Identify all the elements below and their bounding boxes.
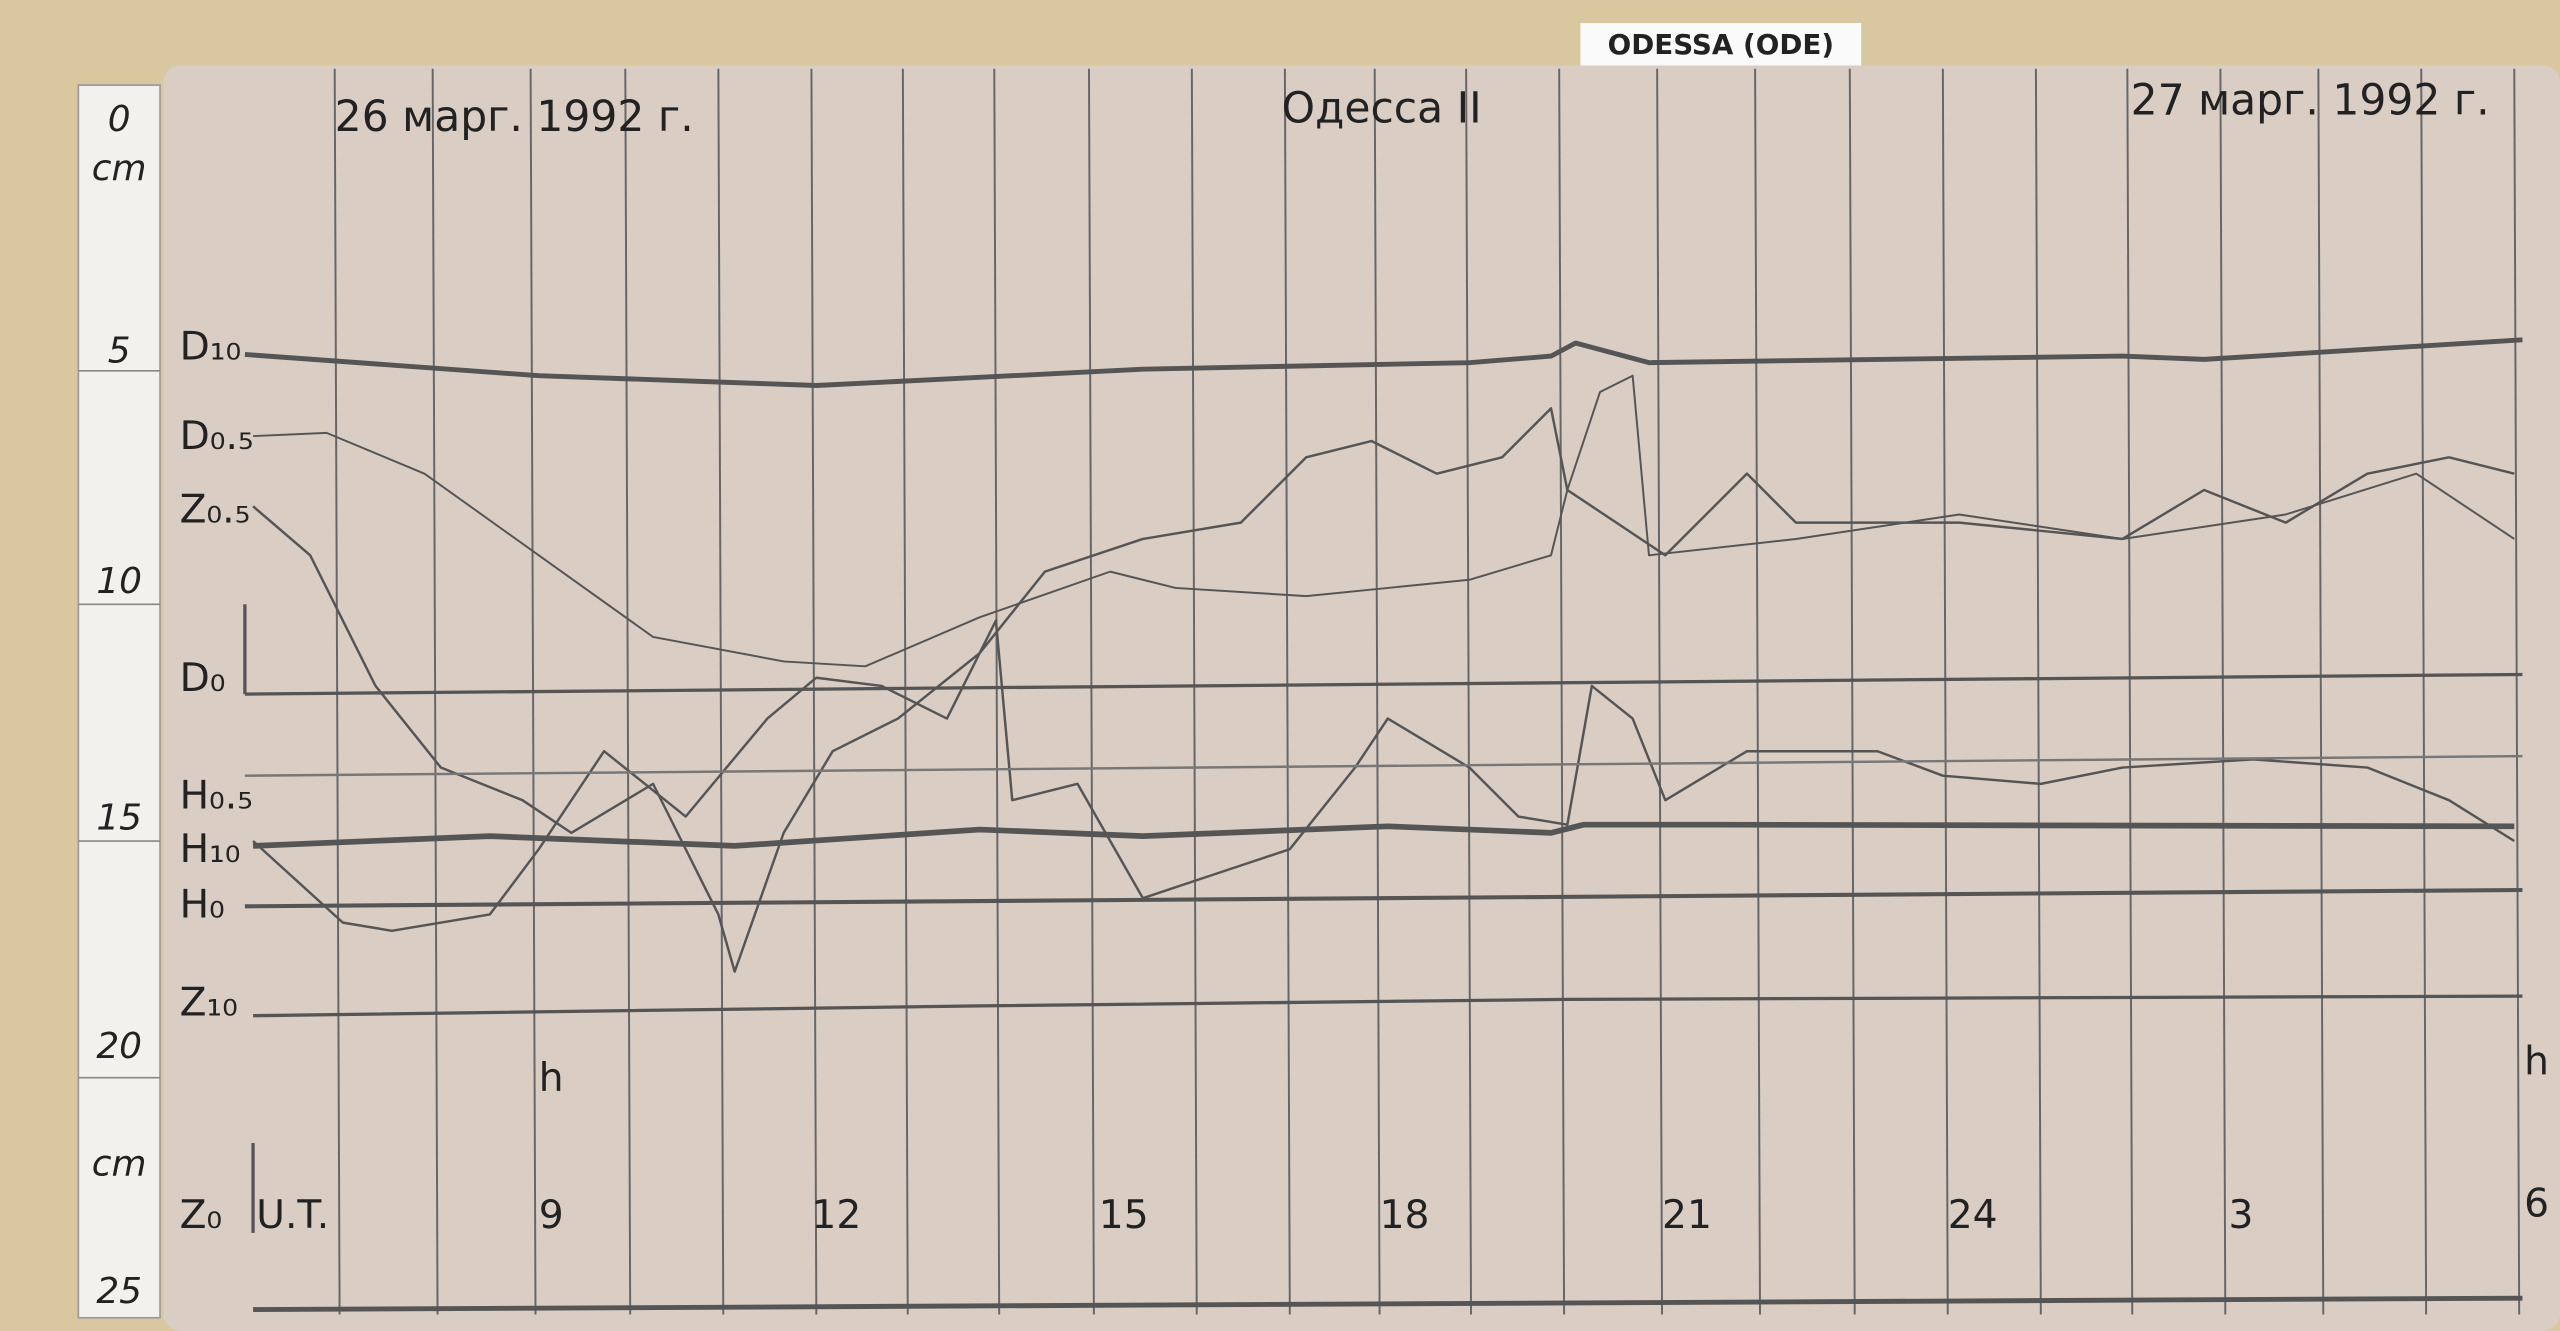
reference-line [244,754,2523,777]
hour-line [1558,68,1566,1315]
hour-line [810,68,818,1315]
ruler-label: 5 [108,331,131,372]
hour-line [2126,68,2134,1315]
trace-label: Z₀ [180,1193,223,1238]
hour-line [1088,68,1095,1315]
paper [163,65,2560,1331]
hour-label: 24 [1948,1193,1998,1238]
hour-line [901,68,909,1315]
trace-h05 [252,619,2515,933]
trace-label: D₀.₅ [180,414,254,459]
tag-box [1580,23,1862,66]
ruler-label: 10 [96,561,142,602]
hour-line [1373,68,1381,1315]
trace-label: Z₁₀ [180,981,238,1026]
hour-line [2219,68,2227,1315]
chart-title: Одесса II [1282,85,1482,134]
trace-label: D₀ [180,656,226,701]
trace-label: H₀.₅ [180,773,253,818]
station-tag: ODESSA (ODE) [1608,28,1834,61]
ruler-label: cm [92,148,147,189]
trace-z05 [252,407,2515,973]
hour-line [1465,68,1472,1315]
baseline-d0 [244,672,2523,696]
hour-line [2317,68,2325,1315]
ruler-label: cm [92,1144,147,1185]
hour-label: 21 [1662,1193,1712,1238]
hour-line [1283,68,1291,1315]
trace-label: Z₀.₅ [180,488,251,533]
ruler-label: 0 [108,99,131,140]
hour-label: 9 [539,1193,564,1238]
date-right: 27 марг. 1992 г. [2131,76,2490,125]
hour-label: 12 [811,1193,861,1238]
ruler-label: 15 [96,798,142,839]
date-left: 26 марг. 1992 г. [335,93,694,142]
hour-unit: h [539,1056,564,1101]
ruler-label: 25 [96,1271,142,1312]
hour-line [1848,68,1856,1315]
hour-label: 15 [1099,1193,1149,1238]
hour-line [2034,68,2042,1315]
trace-label: H₀ [180,883,225,928]
ruler [77,84,161,1319]
trace-h10 [252,821,2515,849]
hour-unit: h [2524,1039,2549,1084]
hour-line [1941,68,1949,1315]
hour-line [2420,68,2428,1315]
hour-label: 3 [2229,1193,2254,1238]
hour-grid [333,68,2521,1315]
trace-d10 [244,337,2523,388]
trace-z10 [253,994,2523,1018]
hour-line [717,68,725,1315]
hour-line [1656,68,1664,1315]
baseline-h0 [244,887,2523,909]
trace-label: H₁₀ [180,827,241,872]
baseline-z0 [253,1295,2523,1313]
trace-label: D₁₀ [180,324,242,369]
hour-label: 6 [2524,1182,2549,1227]
hour-label: 18 [1380,1193,1430,1238]
hour-line [1754,68,1761,1315]
ruler-label: 20 [96,1026,142,1067]
hour-line [993,68,1001,1315]
trace-d05 [253,374,2515,668]
hour-line [1190,68,1198,1315]
hour-line [2513,68,2521,1315]
hour-line [333,68,341,1315]
ut-label: U.T. [256,1193,329,1238]
